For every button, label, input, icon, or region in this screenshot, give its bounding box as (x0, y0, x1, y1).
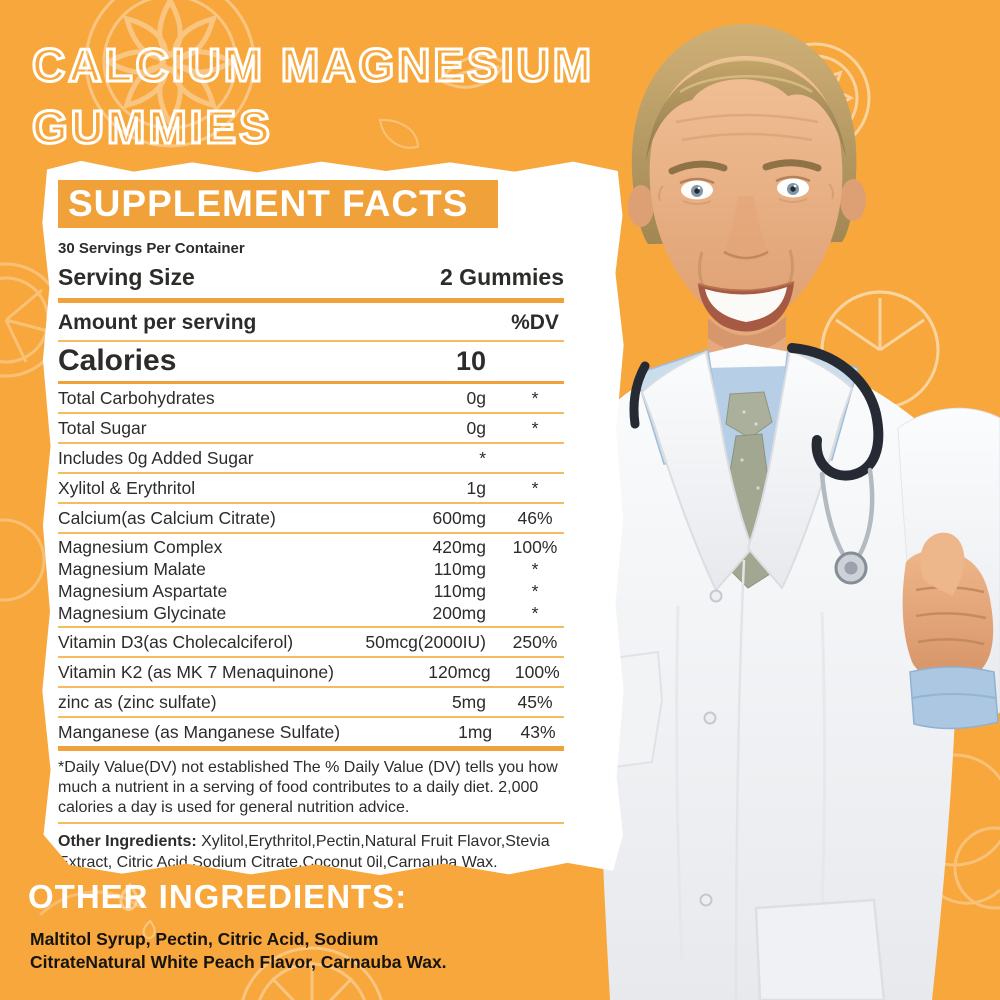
facts-row: Includes 0g Added Sugar * (58, 444, 564, 474)
facts-row: Total Sugar 0g * (58, 414, 564, 444)
facts-row: Vitamin K2 (as MK 7 Menaquinone) 120mcg 10… (58, 658, 564, 688)
nutrient-amount: 120mcg (428, 662, 491, 682)
daily-value-footnote: *Daily Value(DV) not established The % D… (58, 759, 558, 816)
divider (58, 822, 564, 825)
supplement-facts-header: SUPPLEMENT FACTS (58, 180, 498, 228)
leaf-icon (437, 54, 506, 89)
divider (58, 746, 564, 751)
nutrient-amount: 50mcg(2000IU) (365, 632, 486, 652)
nutrient-name: Total Sugar (58, 418, 147, 438)
nutrient-amount: 1mg (458, 722, 493, 742)
nutrient-name: Magnesium Complex (58, 537, 223, 557)
divider (58, 381, 564, 384)
nutrient-amount: 420mg (432, 537, 486, 557)
citrus-slice-wheel-icon (84, 0, 256, 148)
nutrient-name: Vitamin K2 (as MK 7 Menaquinone) (58, 662, 334, 682)
nutrient-name: Magnesium Aspartate (58, 581, 228, 601)
product-title-line1: CALCIUM MAGNESIUM (30, 38, 595, 93)
thumbs-up-hand (902, 532, 994, 681)
nutrient-dv: 43% (520, 722, 556, 742)
droplet-icon (119, 882, 139, 911)
leaf-icon (378, 118, 419, 149)
nutrient-dv: * (531, 581, 539, 601)
nutrient-amount: 110mg (433, 559, 486, 579)
calories-value: 10 (455, 346, 486, 376)
nutrient-dv: * (531, 418, 539, 438)
nutrient-name: zinc as (zinc sulfate) (58, 692, 217, 712)
nutrient-dv: * (531, 388, 539, 408)
droplet-icon (142, 919, 156, 940)
other-ingredients-text: Xylitol,Erythritol,Pectin,Natural Fruit … (58, 833, 550, 871)
nutrient-amount: 110mg (433, 581, 486, 601)
divider (58, 298, 564, 303)
product-title-line2: GUMMIES (30, 100, 273, 155)
citrus-swirl-icon (0, 518, 46, 602)
calories-label: Calories (58, 344, 177, 377)
supplement-facts-panel: SUPPLEMENT FACTS 30 Servings Per Contain… (42, 160, 624, 876)
nutrient-name: Xylitol & Erythritol (58, 478, 196, 498)
facts-row: Manganese (as Manganese Sulfate) 1mg 43% (58, 718, 564, 746)
doctor-smile (697, 281, 795, 336)
shirt-cuff (909, 666, 999, 730)
nutrient-amount: 0g (466, 388, 486, 408)
nutrient-name: Manganese (as Manganese Sulfate) (58, 722, 341, 742)
nutrient-amount: 0g (466, 418, 486, 438)
nutrient-amount: 1g (466, 478, 486, 498)
nutrient-dv: 100% (512, 537, 558, 557)
nutrient-dv: 100% (514, 662, 560, 682)
stethoscope-icon (629, 343, 884, 585)
facts-row: Xylitol & Erythritol 1g * (58, 474, 564, 504)
nutrient-name: Total Carbohydrates (58, 388, 215, 408)
facts-row: Calcium(as Calcium Citrate) 600mg 46% (58, 504, 564, 534)
doctor-eyes (658, 175, 834, 205)
panel-other-ingredients: Other Ingredients: Xylitol,Erythritol,Pe… (58, 832, 564, 872)
facts-row: Vitamin D3(as Cholecalciferol) 50mcg(2000… (58, 628, 564, 658)
citrus-swirl-icon (38, 890, 141, 917)
citrus-half-slice-icon (241, 946, 383, 1000)
nutrient-name: Magnesium Malate (58, 559, 206, 579)
bottom-other-ingredients-heading: OTHER INGREDIENTS: (28, 878, 408, 915)
nutrient-amount: 5mg (451, 692, 486, 712)
coat-buttons (699, 589, 723, 907)
serving-size-value: 2 Gummies (440, 264, 564, 290)
serving-size-label: Serving Size (58, 264, 195, 290)
nutrient-name: Magnesium Glycinate (58, 603, 227, 623)
nutrient-amount: 200mg (432, 603, 486, 623)
nutrient-dv: 46% (517, 508, 553, 528)
divider (58, 340, 564, 342)
dv-column-label: %DV (511, 311, 559, 334)
nutrient-amount: 600mg (432, 508, 486, 528)
other-ingredients-label: Other Ingredients: (58, 833, 197, 851)
nutrient-name: Calcium(as Calcium Citrate) (58, 508, 276, 528)
nutrient-amount: * (479, 448, 486, 468)
nutrient-name: Vitamin D3(as Cholecalciferol) (58, 632, 294, 652)
facts-row: Magnesium Complex 420mg 100% Magnesium Mala… (58, 534, 564, 628)
nutrient-name: Includes 0g Added Sugar (58, 448, 254, 468)
nutrient-dv: 250% (512, 632, 558, 652)
nutrient-dv: * (531, 603, 539, 623)
facts-row: Total Carbohydrates 0g * (58, 384, 564, 414)
facts-row: zinc as (zinc sulfate) 5mg 45% (58, 688, 564, 718)
doctor-illustration (592, 24, 1000, 1000)
nutrient-dv: 45% (517, 692, 553, 712)
amount-per-serving-label: Amount per serving (58, 311, 257, 334)
facts-rows: Total Carbohydrates 0g * Total Sugar 0g * Incl… (58, 384, 564, 746)
nutrient-dv: * (531, 559, 539, 579)
coat-pocket (754, 898, 886, 1000)
bottom-other-ingredients-text: Maltitol Syrup, Pectin, Citric Acid, Sod… (30, 929, 447, 973)
product-title: CALCIUM MAGNESIUM GUMMIES (30, 34, 595, 158)
doctor-face (649, 56, 843, 336)
nutrient-dv: * (531, 478, 539, 498)
servings-per-container: 30 Servings Per Container (58, 240, 245, 257)
